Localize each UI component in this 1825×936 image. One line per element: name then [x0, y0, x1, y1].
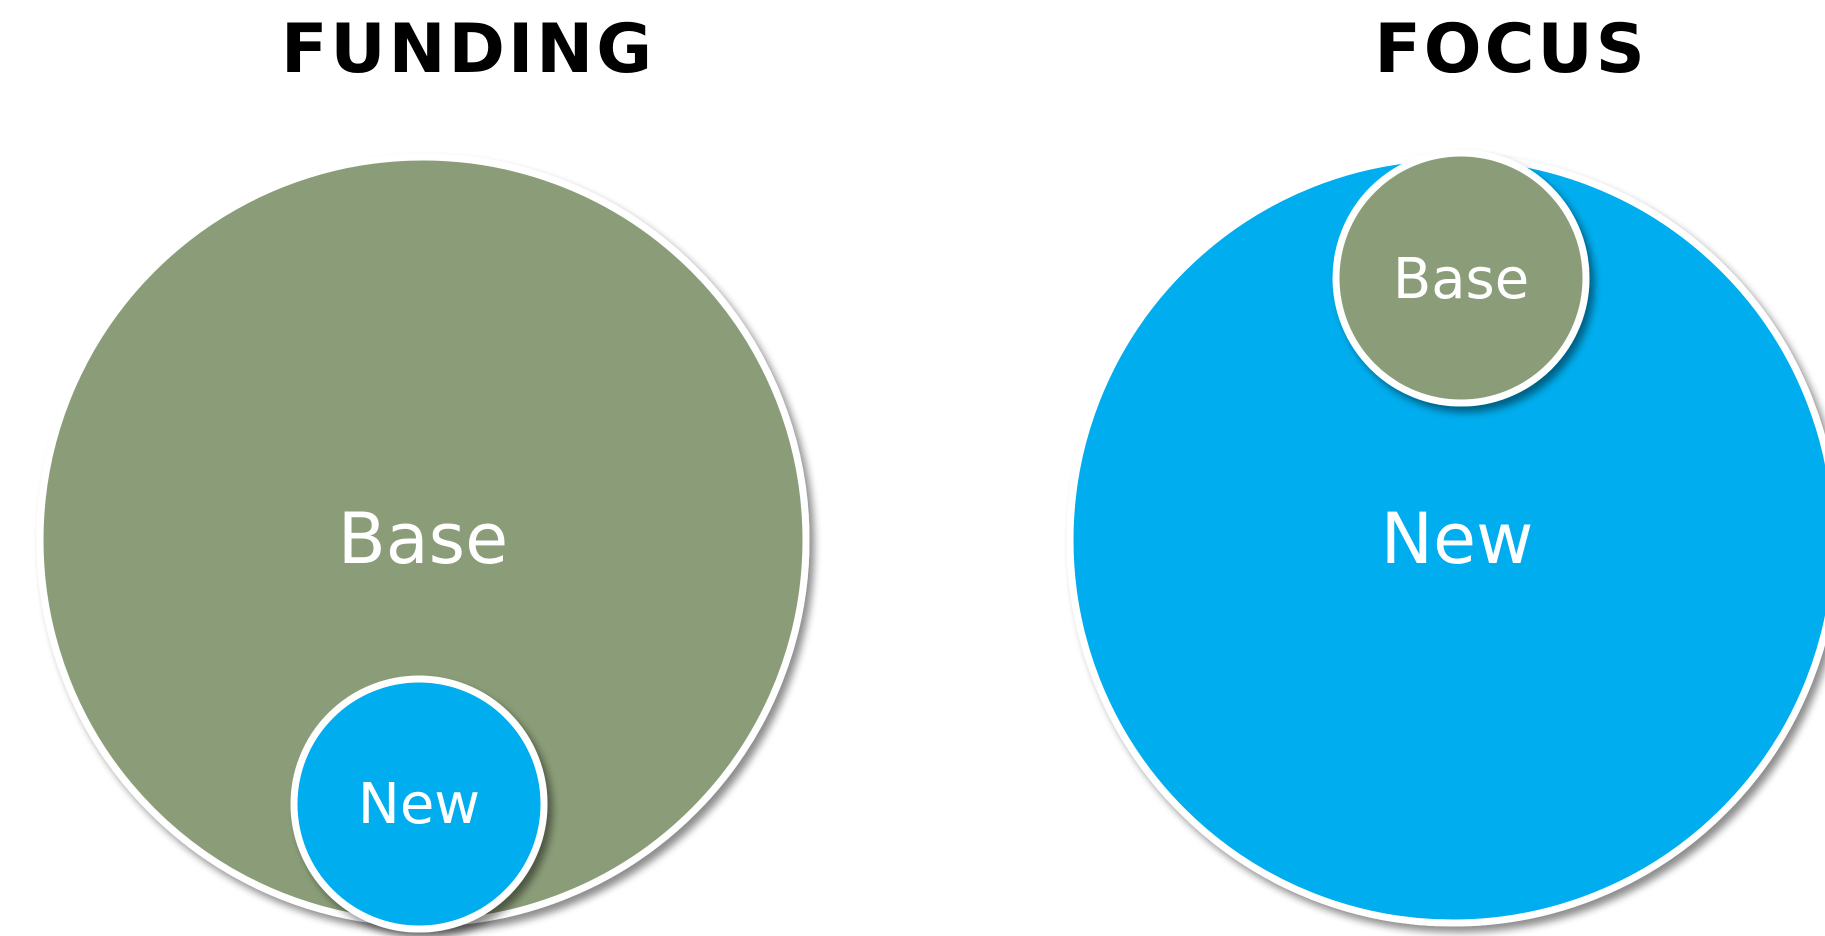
focus-title: FOCUS — [1374, 10, 1647, 89]
funding-group: FUNDING Base New — [36, 10, 810, 933]
funding-new-label: New — [358, 772, 480, 837]
focus-new-label: New — [1381, 498, 1534, 580]
focus-group: FOCUS New Base — [1066, 10, 1825, 927]
funding-new-circle — [290, 675, 548, 933]
focus-base-circle — [1332, 149, 1590, 407]
funding-base-label: Base — [338, 498, 508, 580]
funding-title: FUNDING — [281, 10, 655, 89]
focus-base-label: Base — [1393, 247, 1529, 312]
